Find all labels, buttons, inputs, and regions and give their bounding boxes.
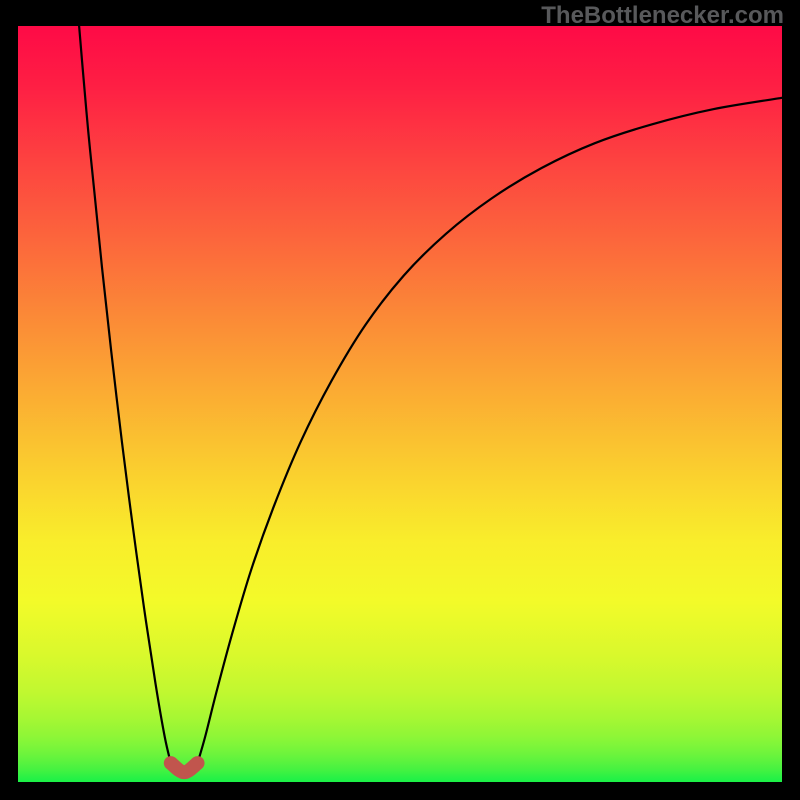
frame-left — [0, 0, 18, 800]
watermark-text: TheBottlenecker.com — [541, 2, 784, 30]
chart-stage: TheBottlenecker.com — [0, 0, 800, 800]
frame-right — [782, 0, 800, 800]
frame-bottom — [0, 782, 800, 800]
plot-area — [18, 26, 782, 782]
plot-svg — [18, 26, 782, 782]
